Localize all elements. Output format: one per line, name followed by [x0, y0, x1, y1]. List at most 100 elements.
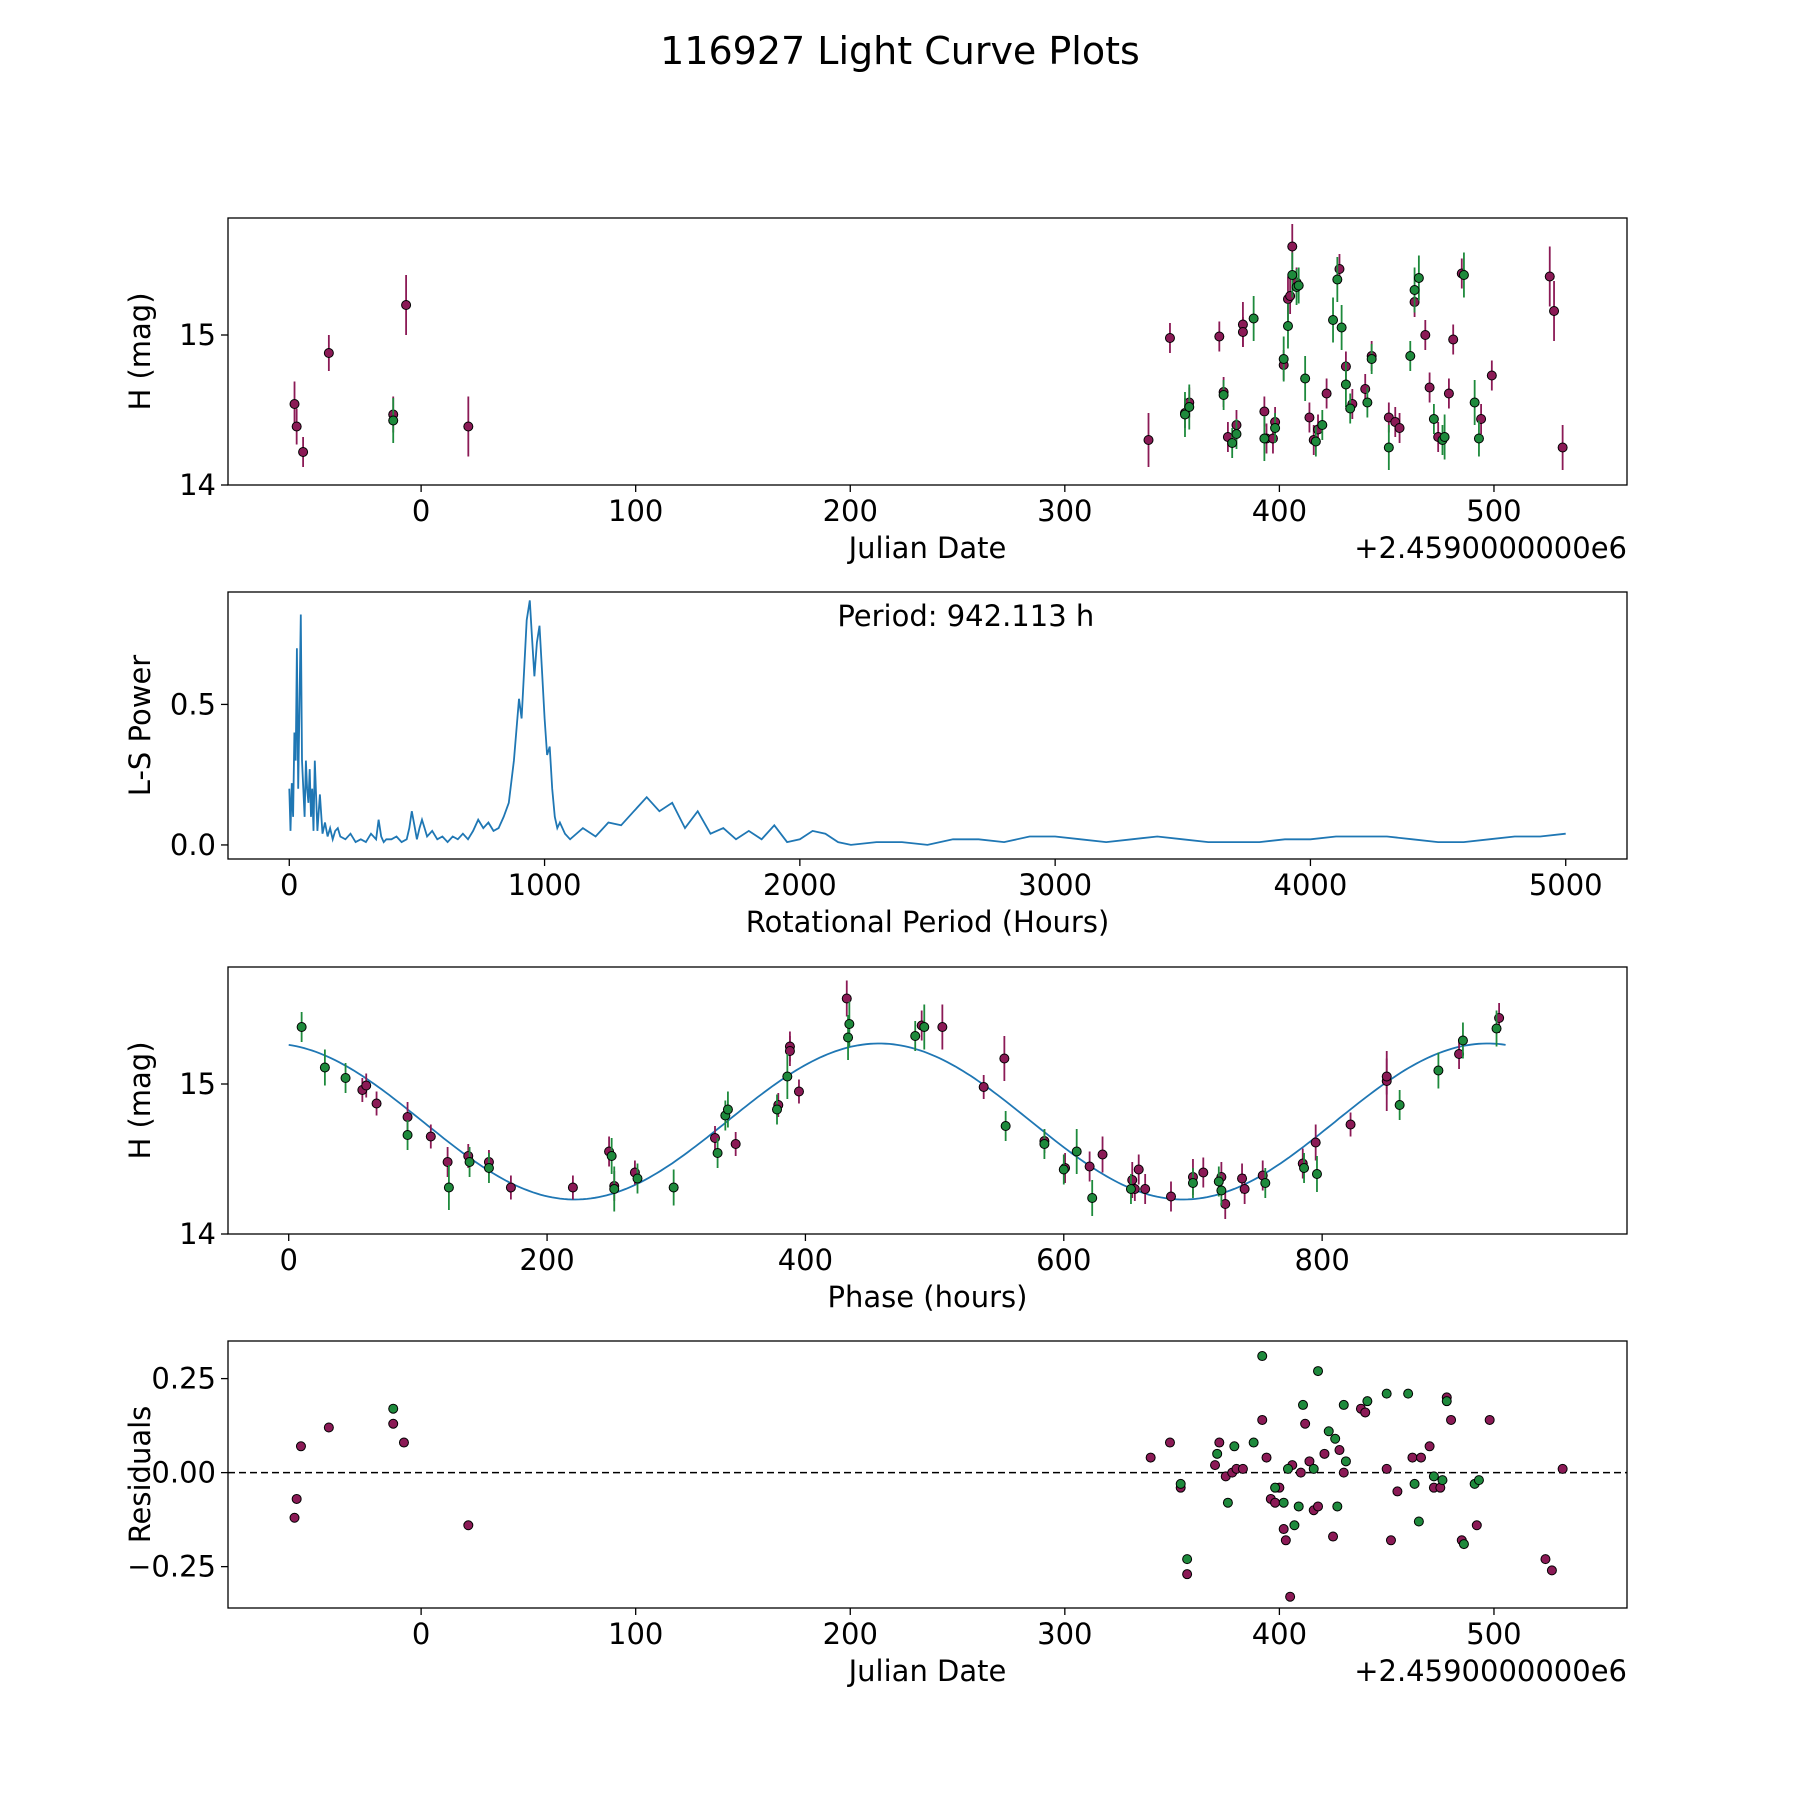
data-point: [1413, 1516, 1424, 1527]
x-tick-label: 400: [1252, 494, 1307, 528]
data-point: [1000, 1121, 1011, 1131]
x-offset-label: +2.4590000000e6: [1354, 531, 1627, 565]
x-tick-label: 300: [1037, 494, 1092, 528]
data-point: [1222, 1497, 1233, 1508]
x-tick-label: 3000: [1018, 868, 1092, 902]
data-point: [1484, 1414, 1495, 1425]
data-layer: [228, 1351, 1627, 1602]
data-point: [793, 1086, 804, 1097]
data-point: [425, 1131, 436, 1142]
y-axis-label: L-S Power: [123, 655, 157, 796]
data-point: [1182, 1569, 1193, 1580]
x-tick-label: 500: [1466, 494, 1521, 528]
data-point: [1071, 1146, 1082, 1157]
y-tick-label: 15: [179, 318, 216, 352]
data-point: [1179, 409, 1190, 420]
y-tick-label: 15: [179, 1067, 216, 1101]
data-point: [1164, 1437, 1175, 1448]
y-tick-label: 0.25: [151, 1362, 216, 1396]
data-point: [1394, 423, 1405, 433]
x-tick-label: 200: [519, 1243, 574, 1277]
data-point: [1282, 1463, 1293, 1474]
series-green: [296, 1001, 1502, 1216]
data-point: [1259, 406, 1270, 417]
data-point: [919, 1022, 930, 1032]
data-point: [1443, 388, 1454, 399]
data-point: [1285, 291, 1296, 301]
data-point: [298, 447, 309, 457]
data-point: [1198, 1167, 1209, 1178]
data-point: [1458, 1539, 1469, 1550]
data-point: [1381, 1388, 1392, 1399]
data-point: [1287, 241, 1298, 252]
data-point: [1407, 1452, 1418, 1463]
x-tick-label: 0: [280, 868, 298, 902]
data-point: [1473, 1475, 1484, 1486]
data-point: [1469, 397, 1480, 408]
data-point: [1416, 1452, 1427, 1463]
y-axis-label: Residuals: [123, 1406, 157, 1544]
data-point: [1229, 1441, 1240, 1452]
data-point: [1227, 438, 1238, 448]
data-point: [1332, 274, 1343, 285]
data-point: [1323, 1426, 1334, 1437]
data-point: [1433, 1065, 1444, 1076]
y-tick-label: −0.25: [127, 1550, 216, 1584]
data-point: [1340, 1456, 1351, 1467]
data-point: [1278, 1497, 1289, 1508]
data-point: [978, 1082, 989, 1092]
data-point: [291, 421, 302, 432]
data-point: [712, 1148, 723, 1158]
data-point: [1448, 334, 1459, 345]
data-point: [1471, 1520, 1482, 1531]
data-point: [1213, 1176, 1224, 1187]
data-point: [388, 415, 399, 426]
data-point: [1313, 1366, 1324, 1377]
data-point: [1214, 331, 1225, 342]
data-point: [843, 1032, 854, 1043]
x-tick-label: 100: [608, 1617, 663, 1651]
data-point: [1231, 429, 1242, 439]
data-point: [1409, 285, 1420, 295]
data-layer: [289, 224, 1568, 470]
x-tick-label: 0: [279, 1243, 297, 1277]
axes-frame: [227, 1340, 1628, 1609]
data-point: [782, 1071, 793, 1082]
series-maroon: [357, 980, 1505, 1219]
data-point: [1473, 433, 1484, 444]
data-point: [1362, 397, 1373, 408]
data-point: [1260, 1178, 1271, 1188]
x-tick-label: 400: [778, 1243, 833, 1277]
data-point: [1304, 412, 1315, 423]
y-tick-label: 0.0: [170, 828, 216, 862]
data-point: [1409, 1478, 1420, 1489]
data-point: [1218, 390, 1229, 400]
x-tick-label: 4000: [1274, 868, 1348, 902]
data-point: [388, 1403, 399, 1414]
data-point: [1210, 1460, 1221, 1471]
fit-curve: [288, 1042, 1506, 1201]
data-point: [1381, 1071, 1392, 1082]
data-point: [1278, 354, 1289, 364]
data-point: [1270, 1497, 1281, 1508]
x-axis-label: Julian Date: [847, 531, 1007, 565]
y-tick-label: 0.5: [170, 687, 216, 721]
data-point: [1319, 1448, 1330, 1459]
axes-frame: [227, 217, 1628, 486]
x-axis-label: Julian Date: [847, 1654, 1007, 1688]
data-point: [371, 1098, 382, 1109]
data-point: [1297, 1399, 1308, 1410]
y-tick-label: 14: [179, 1217, 216, 1251]
x-tick-label: 5000: [1529, 868, 1603, 902]
x-tick-label: 200: [823, 494, 878, 528]
data-point: [1084, 1161, 1095, 1172]
data-point: [1287, 270, 1298, 280]
x-tick-label: 2000: [763, 868, 837, 902]
panel-light-curve: 0 100 200 300 400 500 14 15 Julian Date H (mag) +2…: [123, 217, 1628, 565]
data-point: [1145, 1452, 1156, 1463]
data-point: [668, 1182, 679, 1193]
data-point: [323, 348, 334, 358]
x-tick-label: 0: [412, 1617, 430, 1651]
data-point: [1270, 423, 1281, 433]
x-tick-label: 300: [1037, 1617, 1092, 1651]
